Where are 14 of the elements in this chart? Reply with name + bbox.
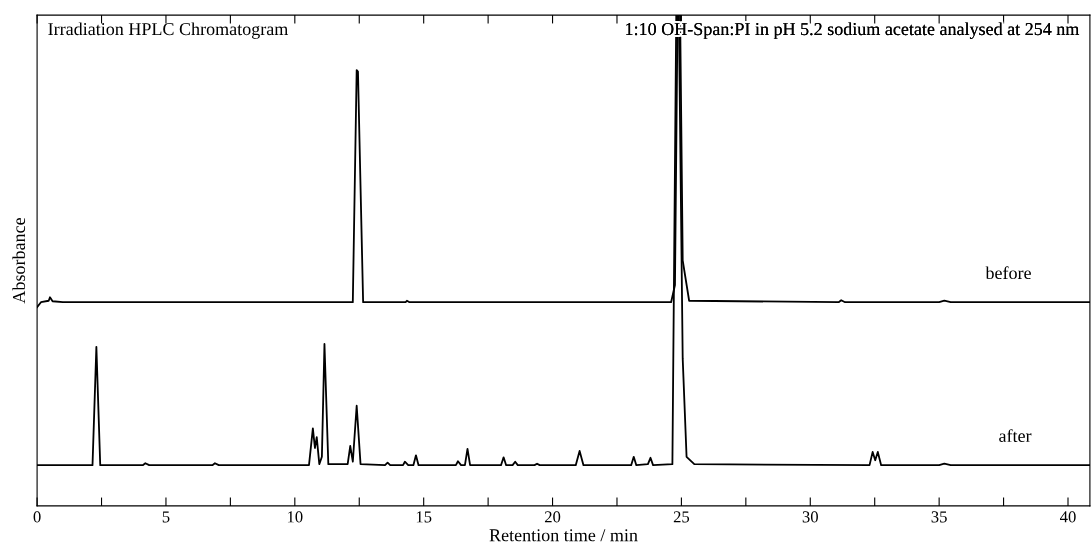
chart-title: Irradiation HPLC Chromatogram bbox=[48, 22, 289, 39]
x-tick-label: 25 bbox=[673, 511, 690, 523]
x-tick-label: 10 bbox=[287, 511, 303, 523]
x-tick-label: 35 bbox=[931, 511, 947, 523]
x-tick-label: 5 bbox=[162, 511, 170, 523]
x-axis-title: Retention time / min bbox=[489, 529, 638, 542]
y-axis-title: Absorbance bbox=[12, 218, 26, 304]
x-tick-label: 0 bbox=[33, 511, 41, 523]
series-label: before bbox=[985, 266, 1031, 280]
x-tick-label: 15 bbox=[416, 511, 432, 523]
x-tick-label: 40 bbox=[1059, 511, 1076, 523]
series-label: after bbox=[999, 429, 1032, 443]
x-tick-label: 20 bbox=[544, 511, 561, 523]
x-tick-label: 30 bbox=[802, 511, 818, 523]
